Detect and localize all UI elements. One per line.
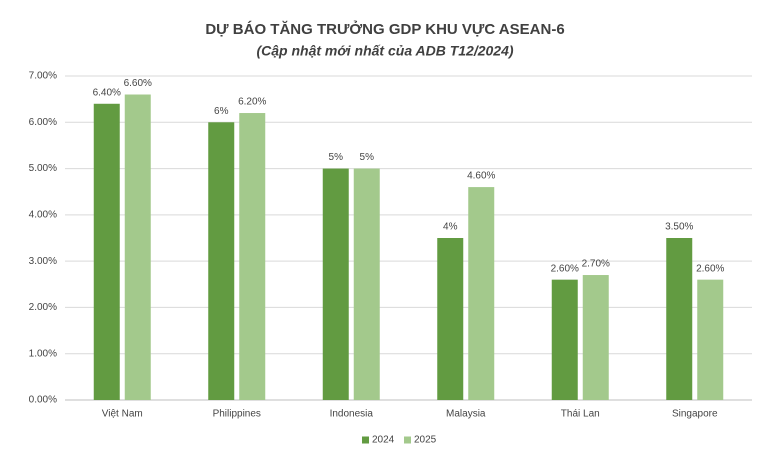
bar xyxy=(468,187,495,400)
value-label: 6.40% xyxy=(93,87,121,98)
y-tick-label: 6.00% xyxy=(29,117,57,128)
value-label: 5% xyxy=(329,152,344,163)
x-tick-label: Thái Lan xyxy=(561,409,600,420)
y-tick-label: 2.00% xyxy=(29,302,57,313)
bar xyxy=(124,94,151,400)
x-tick-label: Indonesia xyxy=(330,409,374,420)
y-tick-label: 7.00% xyxy=(29,71,57,82)
legend-label: 2024 xyxy=(372,435,395,446)
chart-subtitle: (Cập nhật mới nhất của ADB T12/2024) xyxy=(256,43,513,59)
value-label: 3.50% xyxy=(665,222,693,233)
legend-label: 2025 xyxy=(414,435,437,446)
legend-swatch xyxy=(404,436,411,444)
bar xyxy=(322,168,349,400)
y-tick-label: 4.00% xyxy=(29,209,57,220)
value-label: 2.60% xyxy=(696,263,724,274)
bar xyxy=(666,238,693,400)
y-tick-label: 5.00% xyxy=(29,163,57,174)
legend-swatch xyxy=(362,436,369,444)
bar xyxy=(353,168,380,400)
x-tick-label: Philippines xyxy=(213,409,261,420)
value-label: 2.60% xyxy=(551,263,579,274)
value-label: 4% xyxy=(443,222,458,233)
value-label: 2.70% xyxy=(582,259,610,270)
x-tick-label: Singapore xyxy=(672,409,718,420)
bar xyxy=(208,122,235,401)
x-tick-label: Việt Nam xyxy=(102,409,143,420)
bar xyxy=(551,279,578,400)
x-tick-label: Malaysia xyxy=(446,409,486,420)
bar xyxy=(93,103,120,401)
value-label: 5% xyxy=(360,152,375,163)
value-label: 6.20% xyxy=(238,97,266,108)
chart-title: DỰ BÁO TĂNG TRƯỞNG GDP KHU VỰC ASEAN-6 xyxy=(205,20,564,38)
y-tick-label: 1.00% xyxy=(29,348,57,359)
bar xyxy=(582,275,609,400)
bar xyxy=(437,238,464,400)
value-label: 6% xyxy=(214,106,229,117)
bar xyxy=(239,113,266,401)
y-tick-label: 0.00% xyxy=(29,395,57,406)
value-label: 6.60% xyxy=(124,78,152,89)
y-tick-label: 3.00% xyxy=(29,256,57,267)
value-label: 4.60% xyxy=(467,171,495,182)
bar xyxy=(697,279,724,400)
